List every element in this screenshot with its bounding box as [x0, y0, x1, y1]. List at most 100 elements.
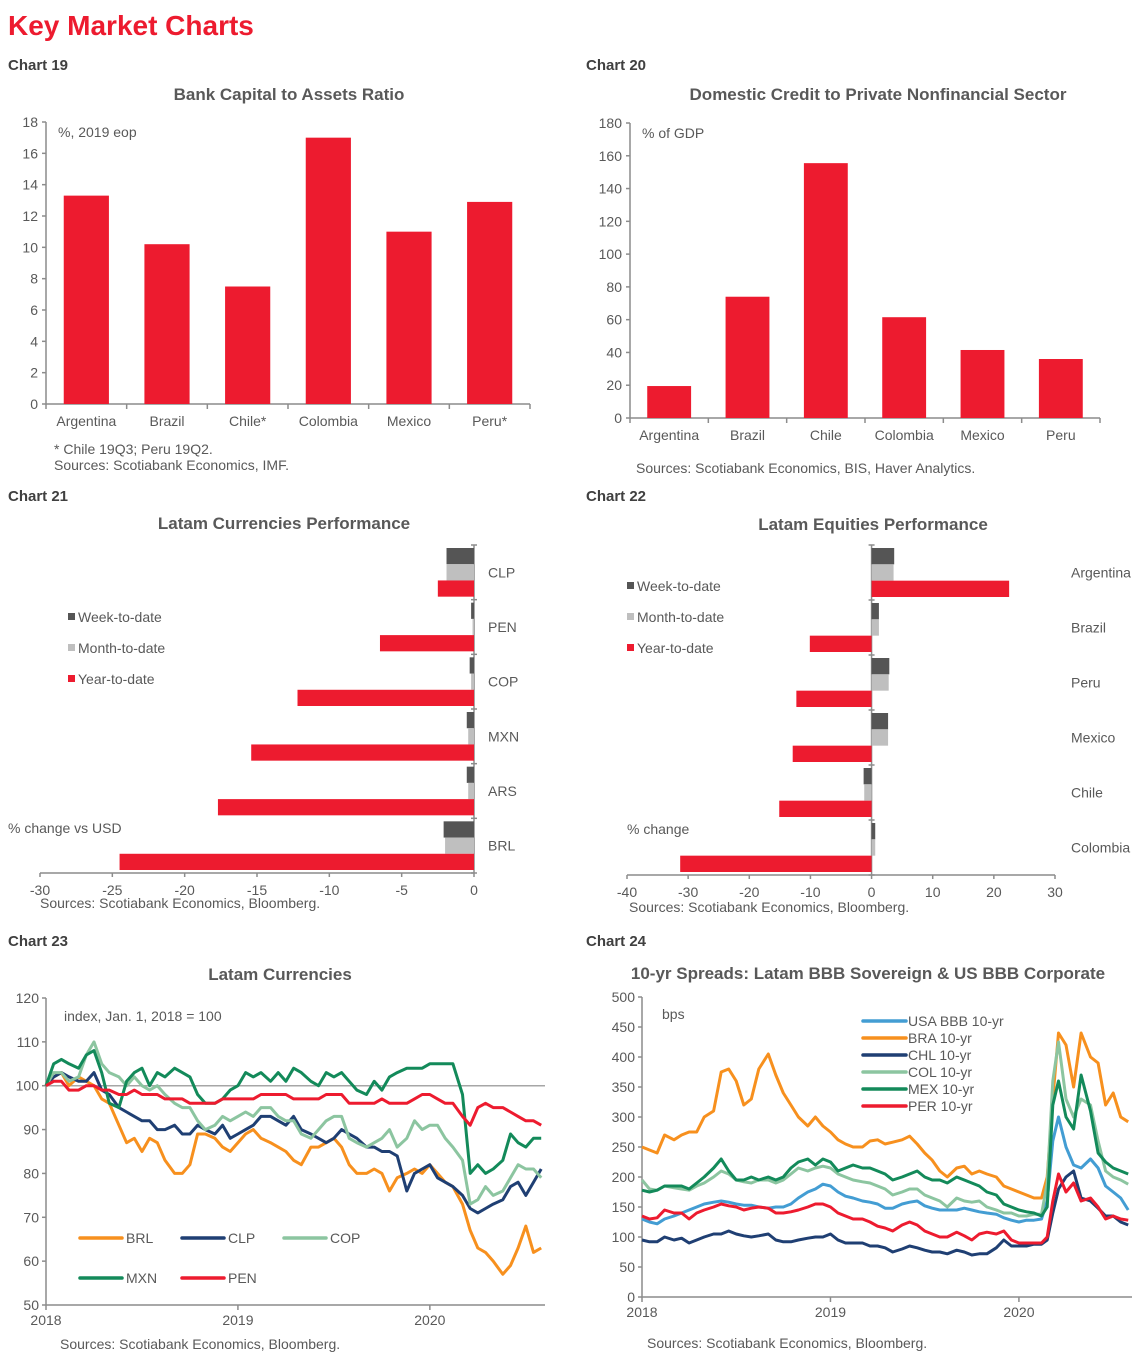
bar-colombia-week-to-date: [871, 823, 876, 840]
bar-clp-week-to-date: [446, 548, 474, 565]
y-tick-label: 140: [599, 181, 623, 197]
legend-label: PEN: [228, 1270, 257, 1286]
unit-note: bps: [662, 1006, 685, 1022]
y-tick-label: 100: [599, 246, 623, 262]
bar-ars-year-to-date: [217, 799, 474, 816]
y-tick-label: 300: [612, 1109, 636, 1125]
y-tick-label: 80: [23, 1165, 39, 1181]
bar-clp-month-to-date: [446, 564, 474, 581]
bar-cop-week-to-date: [469, 657, 474, 674]
category-label: BRL: [488, 838, 515, 854]
y-tick-label: 110: [17, 1034, 40, 1050]
y-tick-label: 500: [612, 989, 636, 1005]
bar-peru-year-to-date: [796, 690, 872, 707]
chart-22: Latam Equities Performance -40 -30 -20 -10 0 1…: [617, 515, 1131, 915]
x-tick-label: -15: [247, 882, 267, 898]
y-tick-label: 120: [599, 213, 623, 229]
x-tick-label: -30: [678, 884, 698, 900]
bar-brazil-month-to-date: [871, 619, 879, 636]
category-label: CLP: [488, 564, 515, 580]
bar-brl-week-to-date: [443, 821, 474, 838]
bar-brazil-week-to-date: [871, 603, 879, 620]
bar-chile: [803, 163, 848, 418]
bar-mexico: [386, 231, 432, 404]
footnote: Sources: Scotiabank Economics, Bloomberg…: [629, 899, 909, 915]
legend-label: USA BBB 10-yr: [908, 1013, 1004, 1029]
y-tick-label: 80: [606, 279, 622, 295]
y-tick-label: 18: [22, 114, 38, 130]
x-tick-label: 2020: [414, 1312, 445, 1328]
bar-pen-week-to-date: [471, 602, 474, 619]
bar-argentina-week-to-date: [871, 548, 895, 565]
category-label: ARS: [488, 783, 517, 799]
legend-swatch: [627, 582, 634, 589]
y-tick-label: 60: [606, 312, 622, 328]
bar-pen-month-to-date: [472, 618, 474, 636]
bar-peru-week-to-date: [871, 658, 890, 675]
bar-colombia: [882, 317, 927, 418]
series-line-clp: [44, 1071, 543, 1215]
category-label: Colombia: [1071, 840, 1130, 856]
legend-label: BRL: [126, 1230, 153, 1246]
bar-mexico-week-to-date: [871, 713, 889, 730]
legend-swatch: [627, 613, 634, 620]
x-tick-label: Colombia: [299, 413, 358, 429]
chart-23-label: Chart 23: [8, 933, 69, 950]
x-tick-label: 20: [986, 884, 1002, 900]
chart-24: 10-yr Spreads: Latam BBB Sovereign & US …: [612, 964, 1132, 1351]
legend-label: Week-to-date: [637, 578, 721, 594]
legend-label: COL 10-yr: [908, 1064, 972, 1080]
bar-ars-month-to-date: [468, 782, 474, 800]
x-tick-label: 2019: [222, 1312, 253, 1328]
y-tick-label: 0: [30, 396, 38, 412]
y-tick-label: 180: [599, 115, 623, 131]
category-label: Mexico: [1071, 730, 1116, 746]
bar-brl-month-to-date: [445, 837, 474, 854]
y-tick-label: 400: [612, 1049, 636, 1065]
bar-mxn-year-to-date: [251, 744, 474, 761]
category-label: COP: [488, 674, 518, 690]
bar-mexico-year-to-date: [792, 745, 872, 762]
bar-brazil: [725, 296, 770, 418]
bar-brazil-year-to-date: [809, 635, 872, 652]
y-tick-label: 50: [619, 1259, 635, 1275]
legend-swatch: [68, 675, 75, 682]
bar-mxn-week-to-date: [466, 712, 474, 729]
bar-cop-year-to-date: [297, 689, 474, 706]
x-tick-label: Brazil: [149, 413, 184, 429]
legend-swatch: [68, 613, 75, 620]
bar-cop-month-to-date: [471, 673, 474, 690]
legend-swatch: [627, 644, 634, 651]
legend-label: COP: [330, 1230, 360, 1246]
footnote: Sources: Scotiabank Economics, Bloomberg…: [40, 895, 320, 911]
y-tick-label: 6: [30, 302, 38, 318]
y-tick-label: 100: [16, 1078, 40, 1094]
bar-chile-month-to-date: [864, 784, 872, 801]
chart-21-label: Chart 21: [8, 488, 69, 505]
series-line-brl: [44, 1071, 542, 1276]
x-tick-label: Argentina: [56, 413, 116, 429]
y-tick-label: 120: [16, 990, 40, 1006]
y-tick-label: 0: [614, 410, 622, 426]
y-tick-label: 40: [606, 344, 622, 360]
y-tick-label: 50: [23, 1297, 39, 1313]
chart-21: Latam Currencies Performance -30 -25 -20 -15…: [8, 514, 519, 911]
bar-chile-year-to-date: [779, 800, 872, 817]
category-label: MXN: [488, 728, 519, 744]
y-tick-label: 2: [30, 365, 38, 381]
footnote: Sources: Scotiabank Economics, BIS, Have…: [636, 460, 975, 476]
y-tick-label: 10: [22, 239, 38, 255]
bar-peru: [1038, 359, 1083, 418]
bar-colombia: [305, 137, 351, 404]
legend-label: Month-to-date: [78, 640, 165, 656]
chart-19: Bank Capital to Assets Ratio 0 2 4 6 8 10 12 14 1…: [22, 85, 531, 473]
category-label: PEN: [488, 619, 517, 635]
bar-argentina-month-to-date: [871, 564, 894, 581]
x-tick-label: 0: [470, 882, 478, 898]
x-tick-label: 2020: [1003, 1304, 1034, 1320]
series-line-mxn: [44, 1049, 542, 1175]
y-tick-label: 70: [23, 1209, 39, 1225]
legend-label: Year-to-date: [637, 640, 714, 656]
x-tick-label: 10: [925, 884, 941, 900]
bar-peru-month-to-date: [871, 674, 889, 691]
